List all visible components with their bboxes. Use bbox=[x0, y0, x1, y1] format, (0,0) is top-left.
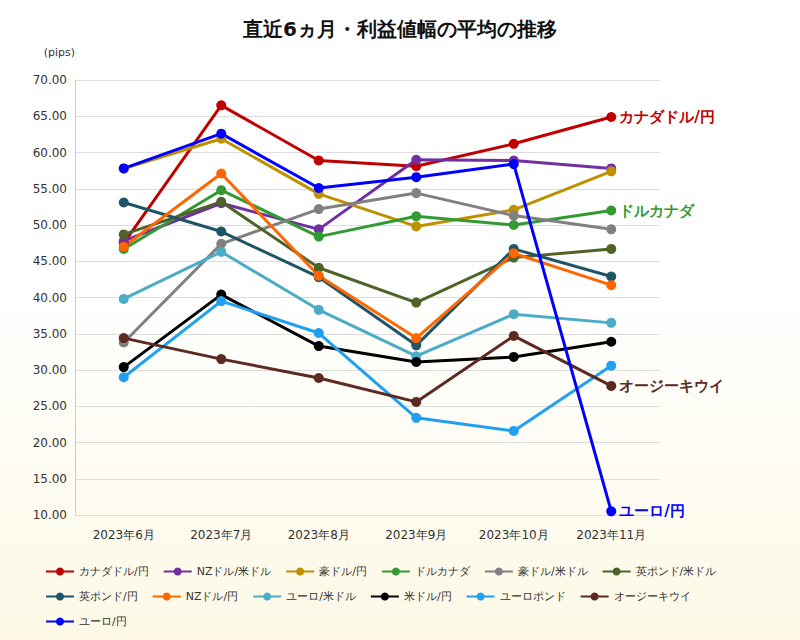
svg-text:2023年11月: 2023年11月 bbox=[576, 528, 646, 542]
svg-text:英ポンド/米ドル: 英ポンド/米ドル bbox=[636, 565, 717, 578]
svg-text:2023年6月: 2023年6月 bbox=[93, 528, 155, 542]
svg-text:カナダドル/円: カナダドル/円 bbox=[79, 565, 149, 578]
svg-text:ユーロ/米ドル: ユーロ/米ドル bbox=[286, 590, 356, 603]
svg-text:米ドル/円: 米ドル/円 bbox=[404, 590, 452, 603]
svg-text:65.00: 65.00 bbox=[33, 109, 67, 123]
svg-text:10.00: 10.00 bbox=[33, 508, 67, 522]
svg-text:(pips): (pips) bbox=[44, 46, 75, 59]
svg-text:カナダドル/円: カナダドル/円 bbox=[619, 108, 714, 126]
svg-text:ユーロ/円: ユーロ/円 bbox=[79, 615, 127, 628]
svg-text:30.00: 30.00 bbox=[33, 363, 67, 377]
svg-text:オージーキウイ: オージーキウイ bbox=[614, 590, 691, 603]
svg-text:ドルカナダ: ドルカナダ bbox=[415, 565, 471, 578]
svg-text:英ポンド/円: 英ポンド/円 bbox=[79, 590, 138, 603]
svg-text:45.00: 45.00 bbox=[33, 254, 67, 268]
svg-text:ユーロ/円: ユーロ/円 bbox=[619, 502, 684, 520]
svg-text:2023年7月: 2023年7月 bbox=[190, 528, 252, 542]
svg-text:40.00: 40.00 bbox=[33, 291, 67, 305]
svg-text:オージーキウイ: オージーキウイ bbox=[619, 377, 724, 395]
svg-text:2023年9月: 2023年9月 bbox=[385, 528, 447, 542]
svg-text:20.00: 20.00 bbox=[33, 436, 67, 450]
svg-text:35.00: 35.00 bbox=[33, 327, 67, 341]
svg-text:豪ドル/円: 豪ドル/円 bbox=[319, 565, 367, 578]
svg-text:55.00: 55.00 bbox=[33, 182, 67, 196]
svg-text:NZドル/円: NZドル/円 bbox=[186, 590, 238, 603]
svg-text:2023年10月: 2023年10月 bbox=[479, 528, 549, 542]
svg-text:NZドル/米ドル: NZドル/米ドル bbox=[197, 565, 271, 578]
svg-text:60.00: 60.00 bbox=[33, 146, 67, 160]
svg-text:15.00: 15.00 bbox=[33, 472, 67, 486]
svg-text:50.00: 50.00 bbox=[33, 218, 67, 232]
svg-text:豪ドル/米ドル: 豪ドル/米ドル bbox=[518, 565, 588, 578]
svg-text:ユーロポンド: ユーロポンド bbox=[500, 590, 566, 603]
svg-text:2023年8月: 2023年8月 bbox=[288, 528, 350, 542]
svg-text:25.00: 25.00 bbox=[33, 399, 67, 413]
svg-text:70.00: 70.00 bbox=[33, 73, 67, 87]
svg-text:直近6ヵ月・利益値幅の平均の推移: 直近6ヵ月・利益値幅の平均の推移 bbox=[242, 17, 557, 41]
svg-text:ドルカナダ: ドルカナダ bbox=[619, 202, 695, 220]
